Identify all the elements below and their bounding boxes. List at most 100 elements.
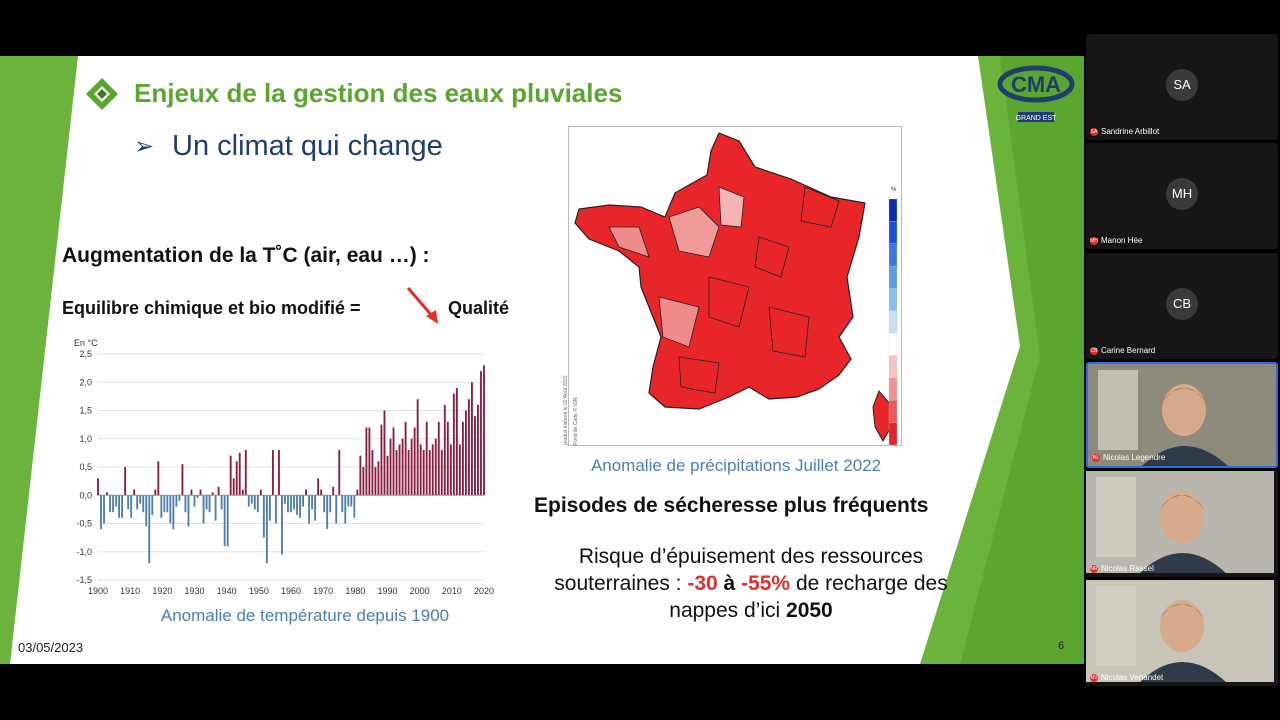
temperature-bar bbox=[232, 478, 235, 496]
temperature-bar bbox=[112, 495, 115, 513]
temperature-bar bbox=[314, 495, 317, 521]
legend-swatch bbox=[888, 400, 898, 423]
slide-decoration bbox=[0, 56, 1084, 664]
temperature-bar bbox=[410, 438, 413, 496]
temperature-bar bbox=[299, 495, 301, 518]
participant-tile[interactable]: NL Nicolas Legendre bbox=[1086, 362, 1278, 468]
temperature-bar bbox=[296, 495, 298, 516]
mic-muted-icon: NV bbox=[1090, 673, 1098, 682]
temperature-bar bbox=[480, 370, 482, 496]
temperature-bar bbox=[323, 495, 326, 513]
x-tick-label: 2020 bbox=[474, 586, 494, 596]
temperature-bar bbox=[467, 399, 470, 496]
risk-55-value: -55% bbox=[741, 572, 791, 595]
legend-swatch bbox=[888, 265, 898, 289]
temperature-bar bbox=[317, 478, 320, 496]
x-tick-label: 1960 bbox=[281, 586, 301, 596]
temperature-bar bbox=[202, 495, 205, 524]
participant-tile[interactable]: MH MH Manon Hée bbox=[1086, 143, 1278, 249]
temperature-bar bbox=[166, 495, 169, 513]
temperature-bar bbox=[449, 444, 452, 496]
france-precipitation-map: %500300200150125110907550250 produit éla… bbox=[561, 132, 920, 446]
participant-tile[interactable]: SA SA Sandrine Arbillot bbox=[1086, 34, 1278, 140]
temperature-bar bbox=[332, 486, 335, 496]
temperature-bar bbox=[127, 495, 130, 510]
participant-name: CB Carine Bernard bbox=[1090, 346, 1156, 355]
temperature-bar bbox=[100, 495, 102, 530]
slide-title: Enjeux de la gestion des eaux pluviales bbox=[134, 78, 623, 108]
temperature-bar bbox=[181, 464, 184, 496]
temperature-anomaly-chart: 2,5 2,0 1,5 1,0 0,5 0,0 -0,5 -1,0 -1,5 En °C 1900 1… bbox=[74, 338, 494, 596]
legend-swatch bbox=[888, 288, 898, 311]
temperature-bar bbox=[154, 489, 157, 496]
slide-date: 03/05/2023 bbox=[18, 640, 84, 655]
temperature-bar bbox=[471, 382, 473, 496]
temperature-caption: Anomalie de température depuis 1900 bbox=[160, 606, 450, 625]
slide-page-number: 6 bbox=[1058, 640, 1065, 652]
temperature-bar bbox=[97, 478, 99, 496]
temperature-bar bbox=[235, 461, 238, 496]
temperature-heading: Augmentation de la T˚C (air, eau …) : bbox=[62, 244, 430, 267]
temperature-bar bbox=[106, 492, 108, 496]
temperature-bar bbox=[190, 489, 193, 496]
quality-label: Qualité bbox=[448, 298, 510, 318]
risk-text-2: de recharge des nappes d’ici bbox=[669, 572, 948, 622]
temperature-bar bbox=[284, 495, 286, 504]
y-tick-label: 1,0 bbox=[79, 434, 92, 444]
legend-swatch bbox=[888, 198, 898, 222]
participant-avatar: SA bbox=[1166, 69, 1198, 101]
temperature-bar bbox=[205, 495, 208, 510]
temperature-bar bbox=[265, 495, 268, 564]
participant-tile[interactable]: NV Nicolas Venandet bbox=[1086, 580, 1278, 686]
temperature-bar bbox=[302, 495, 304, 507]
risk-year: 2050 bbox=[786, 599, 833, 622]
y-tick-label: -0,5 bbox=[76, 519, 92, 529]
x-tick-label: 2010 bbox=[442, 586, 462, 596]
mic-muted-icon: CB bbox=[1090, 346, 1098, 355]
temperature-bar bbox=[118, 495, 121, 518]
x-tick-label: 1920 bbox=[152, 586, 172, 596]
temperature-bar bbox=[274, 495, 277, 524]
temperature-bar bbox=[428, 450, 431, 496]
temperature-bar bbox=[308, 495, 311, 524]
temperature-bar bbox=[238, 452, 241, 496]
map-note-1-text: produit élaboré le 02 Août 2022 bbox=[563, 375, 569, 446]
temperature-bar bbox=[371, 450, 374, 496]
temperature-bar bbox=[157, 461, 160, 496]
y-tick-label: 2,0 bbox=[79, 377, 92, 387]
temperature-bar bbox=[338, 450, 341, 496]
x-tick-label: 1990 bbox=[377, 586, 397, 596]
temperature-bar bbox=[311, 495, 314, 510]
legend-unit: % bbox=[891, 187, 897, 193]
y-tick-label: -1,5 bbox=[76, 575, 92, 585]
temperature-bar bbox=[169, 495, 172, 524]
temperature-bar bbox=[320, 489, 323, 496]
participant-name: NL Nicolas Legendre bbox=[1092, 453, 1166, 462]
temperature-bar bbox=[151, 495, 154, 516]
mic-muted-icon: NR bbox=[1090, 564, 1098, 573]
temperature-bar bbox=[178, 495, 181, 501]
y-tick-label: 0,0 bbox=[79, 490, 92, 500]
temperature-bar bbox=[172, 495, 175, 530]
temperature-bar bbox=[193, 495, 196, 507]
temperature-bar bbox=[389, 438, 392, 496]
temperature-bar bbox=[160, 495, 163, 518]
risk-paragraph: Risque d’épuisement des ressources soute… bbox=[532, 543, 970, 624]
mic-muted-icon: SA bbox=[1090, 127, 1098, 136]
x-tick-label: 1910 bbox=[120, 586, 140, 596]
temperature-bar bbox=[175, 495, 178, 507]
temperature-bar bbox=[115, 495, 118, 507]
temperature-bar bbox=[434, 438, 437, 496]
participant-tile[interactable]: NR Nicolas Rassel bbox=[1086, 471, 1278, 577]
x-tick-label: 2000 bbox=[410, 586, 430, 596]
temperature-bar bbox=[353, 495, 356, 518]
participant-tile[interactable]: CB CB Carine Bernard bbox=[1086, 253, 1278, 359]
temperature-bar bbox=[259, 489, 262, 496]
x-tick-label: 1900 bbox=[88, 586, 108, 596]
temperature-bar bbox=[359, 455, 362, 496]
y-tick-label: 2,5 bbox=[79, 349, 92, 359]
risk-a: à bbox=[717, 572, 742, 595]
temperature-bar bbox=[109, 495, 111, 513]
temperature-bar bbox=[398, 444, 401, 496]
temperature-bar bbox=[214, 495, 217, 521]
